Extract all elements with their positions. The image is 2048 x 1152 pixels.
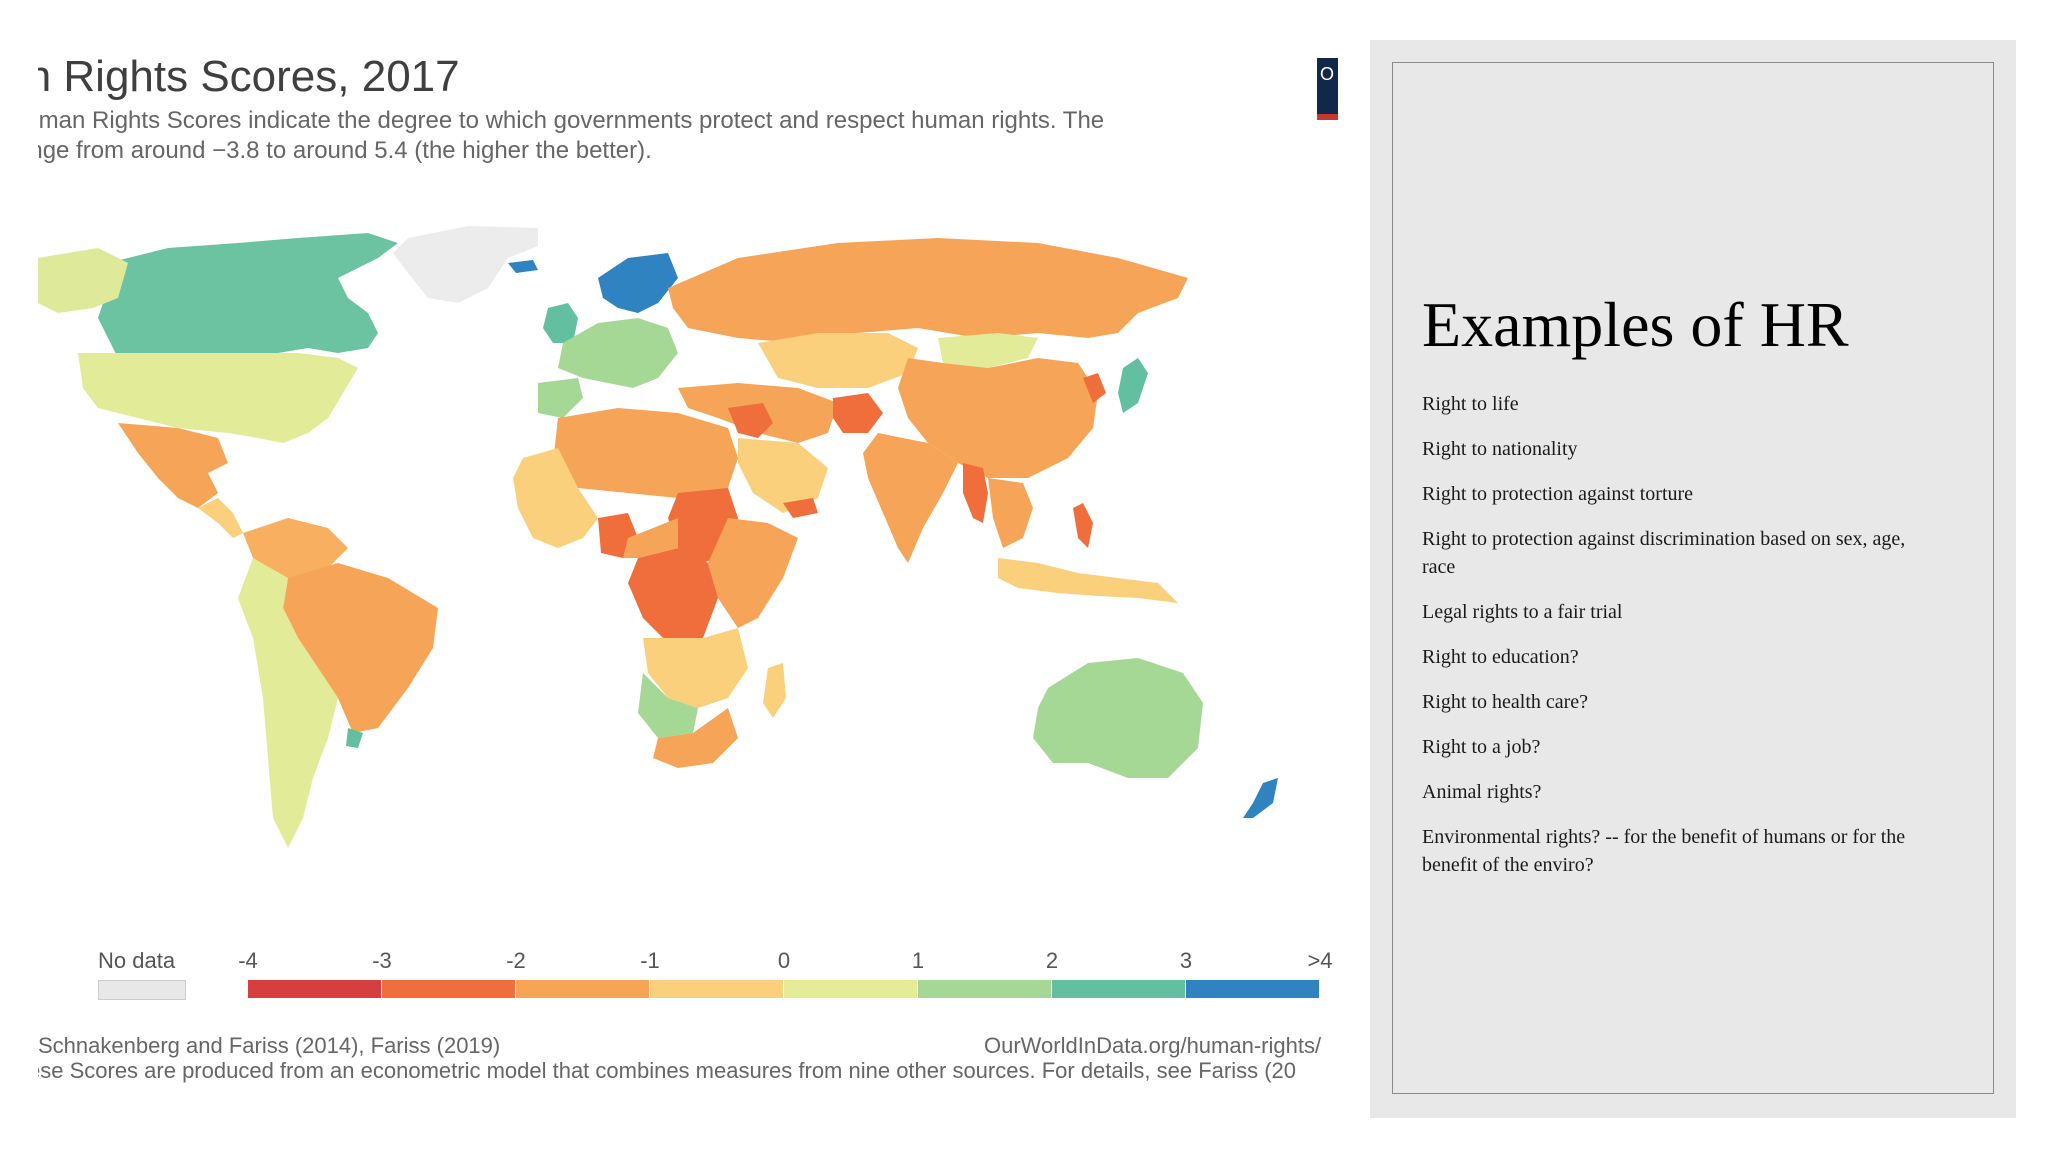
central-asia bbox=[758, 333, 918, 388]
legend-segment bbox=[248, 980, 382, 998]
east-africa bbox=[708, 518, 798, 628]
map-screenshot: ıan Rights Scores, 2017 Human Rights Sco… bbox=[38, 48, 1338, 1098]
owid-logo-bar bbox=[1317, 114, 1338, 120]
legend-segment bbox=[784, 980, 918, 998]
hr-example-item: Environmental rights? -- for the benefit… bbox=[1422, 826, 1906, 876]
west-africa bbox=[513, 448, 598, 548]
namibia-botswana bbox=[638, 673, 698, 738]
philippines bbox=[1073, 503, 1093, 548]
afghanistan bbox=[833, 393, 883, 433]
owid-logo: O bbox=[1317, 58, 1338, 120]
hr-example-item: Legal rights to a fair trial bbox=[1422, 601, 1623, 623]
dr-congo bbox=[628, 548, 718, 643]
legend-no-data-swatch bbox=[98, 980, 186, 1000]
japan bbox=[1118, 358, 1148, 413]
western-south-america bbox=[238, 558, 338, 848]
hr-example-item: Right to a job? bbox=[1422, 736, 1541, 758]
legend-tick-label: -4 bbox=[238, 948, 258, 973]
panel-heading: Examples of HR bbox=[1422, 289, 1849, 360]
hr-example-item: Right to education? bbox=[1422, 646, 1579, 668]
uruguay bbox=[346, 728, 363, 748]
uk-ireland bbox=[543, 303, 578, 343]
iceland bbox=[508, 260, 538, 273]
legend-tick-label: 2 bbox=[1045, 948, 1059, 973]
yemen bbox=[783, 498, 818, 518]
hr-example-item: Right to protection against discriminati… bbox=[1422, 528, 1906, 578]
hr-example-item: Right to health care? bbox=[1422, 691, 1589, 713]
hr-examples-list: Right to life Right to nationality Right t… bbox=[1422, 390, 1942, 896]
russia bbox=[668, 238, 1188, 343]
legend-segment bbox=[1186, 980, 1320, 998]
hr-example-item: Right to life bbox=[1422, 393, 1519, 415]
map-legend: No data -4 -3 -2 -1 0 1 2 3 >4 bbox=[98, 948, 1338, 1008]
legend-tick-label: -2 bbox=[506, 948, 526, 973]
australia bbox=[1033, 658, 1203, 778]
central-africa bbox=[623, 518, 678, 558]
legend-segment bbox=[382, 980, 516, 998]
legend-color-bar bbox=[248, 980, 1320, 998]
scandinavia bbox=[598, 253, 678, 313]
mongolia bbox=[938, 333, 1038, 368]
legend-tick-label: >4 bbox=[1307, 948, 1333, 973]
southern-africa bbox=[643, 628, 748, 708]
legend-no-data-label: No data bbox=[98, 948, 176, 973]
indonesia bbox=[998, 558, 1178, 603]
hr-example-item: Right to protection against torture bbox=[1422, 483, 1694, 505]
north-korea bbox=[1083, 373, 1106, 403]
southeast-asia bbox=[988, 478, 1033, 548]
world-map bbox=[38, 226, 1278, 848]
alaska bbox=[38, 248, 128, 313]
legend-tick-label: -3 bbox=[372, 948, 392, 973]
north-africa bbox=[553, 408, 738, 498]
iberia bbox=[538, 378, 583, 418]
mexico bbox=[118, 423, 228, 508]
brazil bbox=[283, 563, 438, 733]
legend-segment bbox=[1052, 980, 1186, 998]
myanmar bbox=[963, 463, 988, 523]
map-title: ıan Rights Scores, 2017 bbox=[38, 52, 460, 101]
map-subtitle: Human Rights Scores indicate the degree … bbox=[38, 107, 1105, 164]
hr-example-item: Right to nationality bbox=[1422, 438, 1578, 460]
usa bbox=[78, 353, 358, 443]
south-africa bbox=[653, 708, 738, 768]
legend-segment bbox=[650, 980, 784, 998]
syria-iraq bbox=[728, 403, 773, 438]
legend-tick-label: 0 bbox=[777, 948, 791, 973]
central-america bbox=[198, 498, 243, 538]
map-source-url[interactable]: OurWorldInData.org/human-rights/ bbox=[984, 1033, 1322, 1058]
map-note: ese Scores are produced from an economet… bbox=[38, 1058, 1297, 1083]
canada bbox=[98, 233, 398, 358]
hr-example-item: Animal rights? bbox=[1422, 781, 1542, 803]
owid-logo-text: O bbox=[1320, 64, 1335, 84]
legend-segment bbox=[918, 980, 1052, 998]
india bbox=[863, 433, 958, 563]
madagascar bbox=[763, 663, 786, 718]
western-europe bbox=[558, 318, 678, 388]
northern-south-america bbox=[243, 518, 348, 583]
map-source: Schnakenberg and Fariss (2014), Fariss (… bbox=[38, 1033, 501, 1058]
legend-tick-label: -1 bbox=[640, 948, 660, 973]
examples-panel-frame bbox=[1392, 62, 1994, 1094]
examples-panel: Examples of HR Right to life Right to nat… bbox=[1370, 40, 2016, 1118]
legend-tick-label: 1 bbox=[911, 948, 925, 973]
china bbox=[898, 358, 1098, 478]
greenland bbox=[393, 226, 538, 303]
arabia bbox=[738, 438, 828, 513]
legend-segment bbox=[516, 980, 650, 998]
legend-tick-label: 3 bbox=[1179, 948, 1193, 973]
new-zealand bbox=[1243, 778, 1278, 818]
